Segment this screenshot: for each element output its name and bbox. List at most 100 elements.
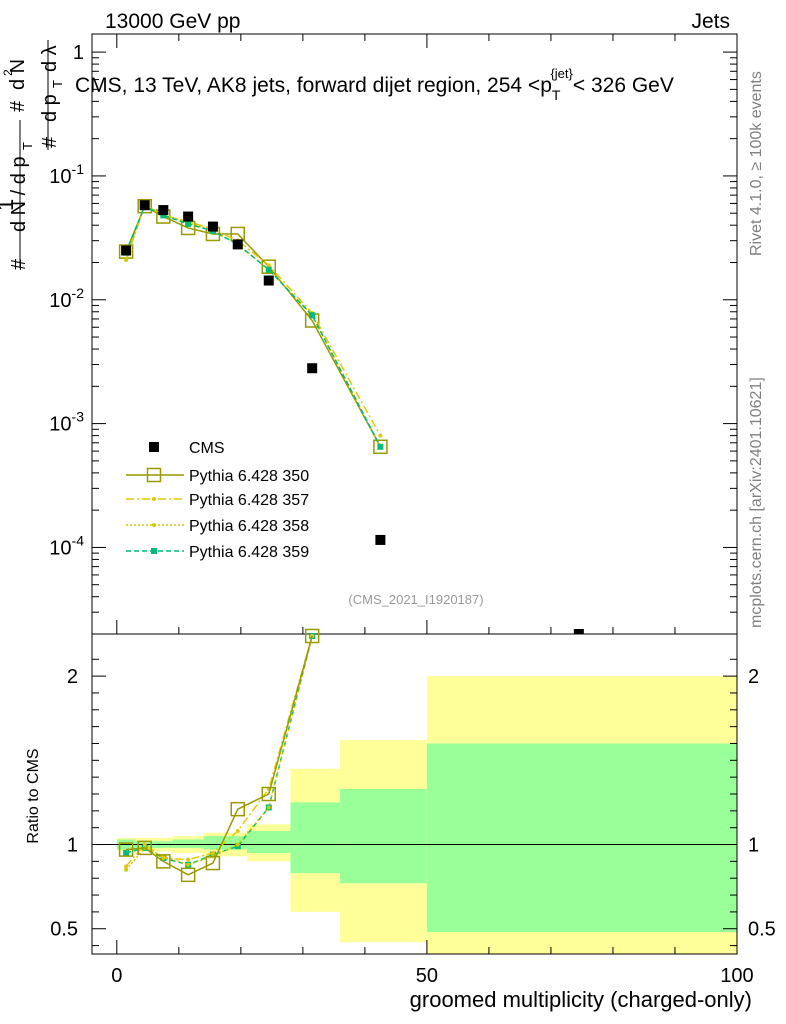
data-point [139, 200, 150, 211]
main-y-tick-label: 10-1 [49, 161, 84, 188]
legend: CMS Pythia 6.428 350 Pythia 6.428 357 Pythi… [126, 440, 309, 561]
legend-marker [146, 467, 162, 483]
axis-ticks: 0 50 100 1 10-1 10-2 10-3 10-4 0.5 0.5 1 1 2 2 [49, 34, 776, 987]
svg-text:#: # [39, 136, 61, 148]
series-line [125, 204, 382, 448]
data-point [160, 212, 167, 219]
data-point [307, 363, 318, 374]
data-point-clipped [573, 629, 584, 634]
data-point [377, 443, 384, 450]
mcplots-label: mcplots.cern.ch [arXiv:2401.10621] [748, 377, 765, 628]
series-3 [124, 203, 383, 449]
ratio-point [304, 628, 320, 644]
ratio-point [186, 857, 191, 862]
data-point [183, 211, 194, 222]
ratio-point [235, 842, 240, 847]
main-y-tick-label: 1 [73, 42, 84, 64]
legend-label: Pythia 6.428 358 [189, 518, 309, 535]
header-left: 13000 GeV pp [105, 10, 240, 33]
main-y-tick-label: 10-2 [49, 285, 84, 312]
series-line [125, 204, 382, 436]
series-0 [121, 200, 386, 545]
band-inner-8 [426, 743, 737, 933]
legend-label: Pythia 6.428 359 [189, 544, 309, 561]
svg-text:d N / d p: d N / d p [8, 156, 30, 232]
series-line [125, 205, 382, 448]
svg-text:2: 2 [1, 69, 15, 76]
ratio-point [230, 801, 245, 817]
ratio-y-axis-label: Ratio to CMS [25, 748, 42, 843]
x-tick-label: 0 [111, 965, 122, 987]
ratio-point [180, 867, 196, 883]
ratio-point [161, 856, 166, 860]
uncertainty-bands [116, 676, 737, 954]
legend-marker [152, 497, 156, 501]
ratio-point [137, 840, 152, 856]
svg-text:d p: d p [39, 94, 61, 122]
svg-text:#: # [7, 100, 29, 112]
ratio-series [118, 628, 320, 883]
data-point [265, 266, 272, 273]
x-tick-label: 50 [416, 965, 438, 987]
band-inner-6 [290, 802, 341, 874]
svg-text:T: T [50, 80, 65, 88]
header-right: Jets [691, 10, 730, 33]
ratio-y-tick-label: 2 [67, 666, 78, 688]
plot-title: CMS, 13 TeV, AK8 jets, forward dijet reg… [75, 66, 674, 103]
main-series [118, 198, 584, 634]
ratio-y-tick-label: 2 [748, 666, 759, 688]
series-2 [124, 203, 383, 438]
ratio-point [235, 829, 240, 834]
data-point [124, 257, 129, 262]
legend-label: CMS [189, 440, 225, 457]
main-y-tick-label: 10-3 [49, 409, 84, 436]
legend-marker [151, 548, 157, 554]
data-point [373, 439, 388, 455]
series-1 [118, 198, 388, 455]
ratio-y-tick-label: 0.5 [50, 919, 78, 941]
band-inner-5 [247, 831, 291, 853]
ratio-point [123, 849, 130, 856]
ratio-point [261, 786, 277, 802]
ratio-point [156, 854, 171, 869]
data-point [263, 275, 274, 286]
legend-label: Pythia 6.428 357 [189, 492, 309, 509]
data-point [375, 534, 386, 545]
main-y-tick-label: 10-4 [49, 532, 84, 559]
x-axis-label: groomed multiplicity (charged-only) [410, 987, 752, 1012]
ratio-point [124, 864, 129, 869]
ratio-point [210, 850, 215, 855]
analysis-watermark: (CMS_2021_I1920187) [348, 592, 483, 607]
svg-text:d λ: d λ [39, 45, 61, 72]
ratio-y-tick-label: 1 [67, 835, 78, 857]
svg-text:1: 1 [0, 199, 18, 211]
data-point [185, 220, 192, 227]
data-point [137, 198, 152, 214]
svg-text:#: # [8, 258, 30, 270]
band-inner-7 [340, 788, 427, 884]
ratio-y-tick-label: 0.5 [748, 919, 776, 941]
legend-label: Pythia 6.428 350 [189, 468, 309, 485]
data-point [266, 263, 271, 268]
data-point [309, 312, 316, 319]
data-point [121, 245, 132, 256]
data-point [158, 205, 169, 216]
data-point [261, 259, 277, 274]
series-4 [123, 203, 384, 450]
legend-marker [149, 442, 159, 452]
ratio-line [126, 635, 313, 876]
data-point [378, 433, 383, 438]
ratio-point [205, 855, 221, 871]
series-line [125, 205, 382, 448]
rivet-label: Rivet 4.1.0, ≥ 100k events [748, 71, 765, 256]
ratio-point [118, 842, 134, 857]
ratio-point [142, 842, 147, 847]
svg-text:T: T [20, 142, 35, 150]
ratio-series-1 [118, 628, 320, 883]
data-point [232, 239, 243, 250]
legend-marker [152, 523, 156, 527]
ratio-y-tick-label: 1 [748, 835, 759, 857]
ratio-point [186, 862, 191, 867]
svg-text:d N: d N [7, 59, 29, 90]
